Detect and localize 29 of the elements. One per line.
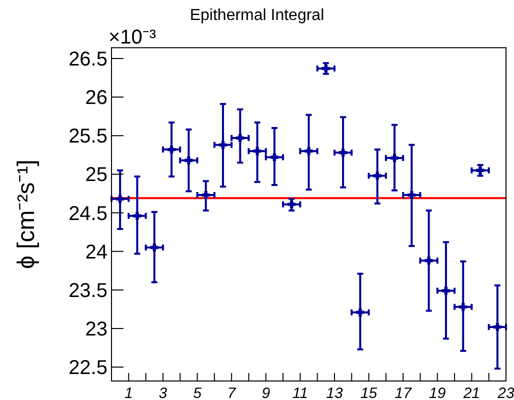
y-tick-label: 24 bbox=[85, 241, 108, 264]
y-tick-label: 24.5 bbox=[68, 202, 108, 225]
point bbox=[354, 306, 366, 318]
y-tick-label: 22.5 bbox=[68, 357, 108, 380]
x-tick-label: 15 bbox=[360, 385, 378, 400]
x-tick-label: 21 bbox=[462, 385, 480, 400]
y-tick-label: 23.5 bbox=[68, 280, 108, 302]
x-tick-label: 13 bbox=[326, 385, 344, 400]
x-tick-label: 19 bbox=[429, 385, 446, 400]
x-tick-label: 9 bbox=[262, 385, 271, 400]
annotation: ×10⁻³ bbox=[108, 26, 156, 49]
y-tick-label: 25.5 bbox=[68, 126, 108, 148]
x-tick-label: 11 bbox=[292, 385, 308, 400]
point bbox=[423, 255, 434, 266]
y-tick-label: 23 bbox=[85, 318, 108, 341]
x-tick-label: 3 bbox=[158, 385, 168, 400]
y-tick-label: 25 bbox=[85, 164, 108, 186]
x-tick-label: 17 bbox=[394, 385, 412, 400]
x-tick-label: 1 bbox=[124, 385, 133, 400]
chart-title: Epithermal Integral bbox=[190, 7, 324, 24]
x-tick-label: 5 bbox=[193, 385, 202, 400]
point bbox=[132, 210, 143, 222]
point bbox=[372, 170, 383, 182]
x-tick-label: 7 bbox=[227, 385, 236, 400]
x-tick-label: 23 bbox=[496, 385, 514, 400]
point bbox=[183, 154, 194, 166]
y-axis-title: ϕ [cm⁻²s⁻¹] bbox=[13, 160, 40, 270]
y-tick-label: 26.5 bbox=[68, 48, 108, 70]
y-tick-label: 26 bbox=[85, 87, 108, 110]
